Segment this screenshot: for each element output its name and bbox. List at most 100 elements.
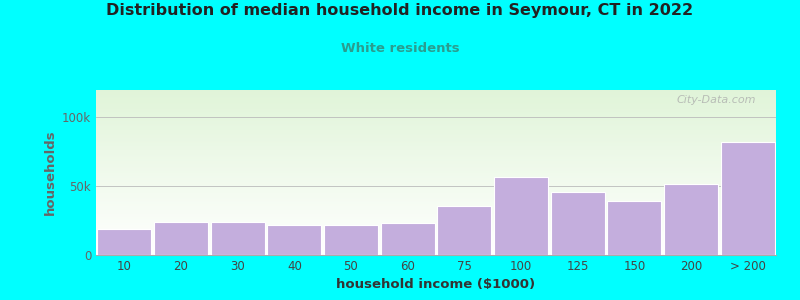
Bar bbox=[96, 115, 776, 116]
Bar bbox=[96, 204, 776, 206]
Bar bbox=[96, 209, 776, 210]
Bar bbox=[96, 158, 776, 159]
Bar bbox=[96, 225, 776, 226]
Bar bbox=[96, 125, 776, 126]
Bar bbox=[96, 132, 776, 133]
Bar bbox=[96, 92, 776, 93]
Bar bbox=[96, 221, 776, 222]
Bar bbox=[96, 192, 776, 194]
Bar bbox=[96, 234, 776, 235]
Bar bbox=[721, 142, 774, 255]
Bar bbox=[96, 189, 776, 190]
Bar bbox=[96, 165, 776, 166]
Bar bbox=[96, 120, 776, 121]
Bar bbox=[96, 215, 776, 217]
Bar bbox=[96, 111, 776, 112]
Bar bbox=[96, 142, 776, 143]
Bar bbox=[96, 148, 776, 149]
Bar bbox=[96, 105, 776, 106]
Bar bbox=[96, 222, 776, 223]
Bar bbox=[96, 94, 776, 95]
Bar bbox=[96, 153, 776, 154]
Bar bbox=[96, 130, 776, 131]
Bar bbox=[96, 180, 776, 181]
Bar bbox=[96, 247, 776, 248]
Bar bbox=[96, 152, 776, 153]
Bar bbox=[96, 238, 776, 240]
Bar bbox=[96, 208, 776, 209]
Bar bbox=[96, 227, 776, 229]
Bar bbox=[96, 161, 776, 163]
Bar bbox=[96, 121, 776, 122]
Bar bbox=[96, 188, 776, 189]
Bar bbox=[96, 246, 776, 247]
Bar bbox=[96, 219, 776, 220]
Bar bbox=[96, 254, 776, 255]
Text: City-Data.com: City-Data.com bbox=[676, 95, 755, 105]
Bar bbox=[96, 91, 776, 92]
Bar bbox=[96, 137, 776, 138]
Bar bbox=[96, 154, 776, 155]
Bar bbox=[96, 245, 776, 246]
Bar bbox=[96, 138, 776, 140]
Bar bbox=[96, 135, 776, 136]
Bar bbox=[96, 98, 776, 99]
Bar bbox=[96, 236, 776, 237]
Bar bbox=[96, 116, 776, 118]
Bar bbox=[267, 225, 322, 255]
Bar bbox=[96, 131, 776, 132]
Bar bbox=[96, 151, 776, 152]
Bar bbox=[96, 109, 776, 110]
Bar bbox=[96, 171, 776, 172]
Bar bbox=[96, 123, 776, 124]
Bar bbox=[96, 211, 776, 212]
Bar bbox=[98, 229, 151, 255]
Bar bbox=[96, 146, 776, 147]
Bar bbox=[96, 202, 776, 203]
Bar bbox=[96, 113, 776, 114]
Bar bbox=[96, 103, 776, 104]
Bar bbox=[96, 97, 776, 98]
Text: White residents: White residents bbox=[341, 42, 459, 55]
Bar bbox=[96, 218, 776, 219]
Bar bbox=[96, 241, 776, 242]
Bar bbox=[96, 240, 776, 241]
Bar bbox=[96, 186, 776, 187]
Bar bbox=[96, 213, 776, 214]
Bar bbox=[96, 253, 776, 254]
Bar bbox=[96, 194, 776, 196]
Bar bbox=[96, 134, 776, 135]
Bar bbox=[96, 108, 776, 109]
Bar bbox=[96, 102, 776, 103]
Bar bbox=[324, 225, 378, 255]
Bar bbox=[96, 200, 776, 201]
Bar bbox=[96, 229, 776, 230]
Bar bbox=[607, 201, 662, 255]
Bar bbox=[96, 250, 776, 252]
Bar bbox=[96, 169, 776, 170]
Bar bbox=[96, 233, 776, 234]
Bar bbox=[96, 128, 776, 130]
Bar bbox=[210, 222, 265, 255]
Bar bbox=[96, 248, 776, 250]
Bar bbox=[96, 184, 776, 186]
Bar bbox=[96, 199, 776, 200]
Bar bbox=[96, 190, 776, 191]
Bar bbox=[96, 230, 776, 231]
Bar bbox=[96, 118, 776, 120]
Bar bbox=[96, 170, 776, 171]
Bar bbox=[494, 177, 548, 255]
Bar bbox=[96, 217, 776, 218]
Bar bbox=[96, 143, 776, 144]
Bar bbox=[96, 210, 776, 211]
Bar bbox=[96, 232, 776, 233]
Bar bbox=[96, 220, 776, 221]
Bar bbox=[96, 231, 776, 232]
Bar bbox=[96, 100, 776, 101]
Bar bbox=[381, 224, 434, 255]
Bar bbox=[96, 212, 776, 213]
Bar bbox=[96, 160, 776, 161]
Bar bbox=[550, 192, 605, 255]
Bar bbox=[96, 168, 776, 169]
Bar bbox=[96, 172, 776, 174]
